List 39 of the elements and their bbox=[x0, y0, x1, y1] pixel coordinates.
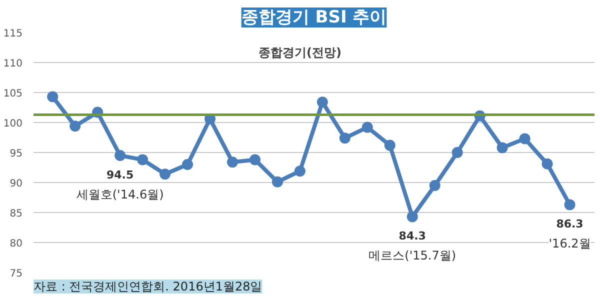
point bbox=[496, 142, 508, 154]
annotation: 세월호('14.6월) bbox=[76, 188, 164, 202]
point bbox=[272, 176, 283, 188]
y-tick-label: 115 bbox=[3, 28, 23, 40]
point bbox=[406, 211, 418, 222]
y-tick-label: 80 bbox=[10, 238, 23, 250]
point bbox=[519, 133, 530, 144]
point bbox=[182, 159, 194, 170]
y-tick-label: 105 bbox=[3, 88, 23, 100]
point bbox=[384, 140, 396, 151]
point bbox=[47, 91, 58, 102]
point bbox=[160, 168, 171, 180]
point bbox=[564, 199, 576, 210]
point bbox=[114, 150, 126, 161]
y-tick-label: 100 bbox=[3, 118, 23, 130]
point bbox=[249, 154, 260, 166]
y-tick-label: 75 bbox=[10, 268, 23, 280]
point bbox=[226, 156, 238, 168]
point bbox=[70, 120, 81, 132]
text: 종합경기(전망) bbox=[258, 46, 342, 60]
point bbox=[294, 166, 306, 177]
chart-title: 종합경기 BSI 추이 bbox=[241, 8, 387, 28]
point bbox=[339, 132, 350, 144]
point bbox=[316, 96, 328, 108]
point bbox=[452, 147, 463, 158]
data-label: 86.3 bbox=[556, 218, 584, 231]
y-tick-label: 90 bbox=[10, 178, 23, 190]
text: 자료 : 전국경제인연합회. 2016년1월28일 bbox=[34, 280, 262, 294]
y-tick-label: 85 bbox=[10, 208, 23, 220]
y-tick-label: 95 bbox=[10, 148, 23, 160]
data-label: 84.3 bbox=[398, 230, 426, 243]
y-tick-label: 110 bbox=[3, 58, 23, 70]
point bbox=[137, 154, 148, 166]
annotation: '16.2월 bbox=[548, 236, 591, 251]
point bbox=[362, 122, 373, 133]
point bbox=[429, 180, 440, 191]
data-label: 94.5 bbox=[106, 168, 134, 182]
point bbox=[542, 158, 553, 170]
annotation: 메르스('15.7월) bbox=[368, 248, 456, 263]
